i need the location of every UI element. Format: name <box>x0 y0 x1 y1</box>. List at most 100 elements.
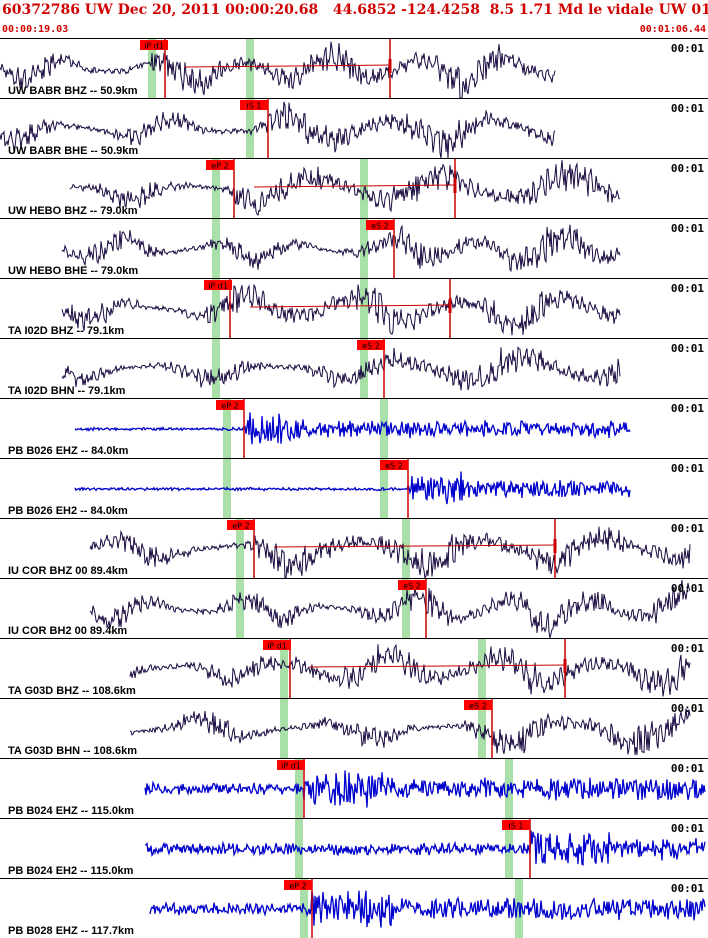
coda-end-marker <box>453 179 457 193</box>
pick-window-band <box>212 279 220 338</box>
pick-window-band <box>360 219 368 278</box>
trace-panel[interactable]: eS 2 00:01 TA G03D BHN -- 108.6km <box>0 698 708 758</box>
waveform-plot: eP 2 <box>69 159 620 218</box>
pick-label-text: iS 1 <box>509 822 524 831</box>
trace-panel[interactable]: iS 1 00:01 UW BABR BHE -- 50.9km <box>0 98 708 158</box>
waveform-trace <box>74 412 631 445</box>
trace-panel[interactable]: eP 2 00:01 UW HEBO BHZ -- 79.0km <box>0 158 708 218</box>
header: 60372786 UW Dec 20, 2011 00:00:20.68 44.… <box>0 0 708 38</box>
pick-label-text: iP d1 <box>144 42 164 51</box>
trace-panel[interactable]: iP d1 00:01 PB B024 EHZ -- 115.0km <box>0 758 708 818</box>
waveform-plot: eS 2 <box>74 459 631 518</box>
pick-window-band <box>360 279 368 338</box>
time-scale-label: 00:01 <box>670 702 704 715</box>
time-scale-label: 00:01 <box>670 342 704 355</box>
pick-label-text: eP 2 <box>232 522 249 531</box>
waveform-trace <box>61 224 621 273</box>
waveform-plot: iP d1 <box>61 279 621 338</box>
time-scale-label: 00:01 <box>670 522 704 535</box>
pick-label: eP 2 <box>227 520 255 531</box>
waveform-trace <box>61 345 621 391</box>
time-scale-label: 00:01 <box>670 642 704 655</box>
waveform-trace <box>144 770 706 808</box>
station-label: PB B026 EHZ -- 84.0km <box>8 445 129 457</box>
station-label: TA G03D BHZ -- 108.6km <box>8 685 136 697</box>
waveform-trace <box>0 41 556 98</box>
waveform-trace <box>89 579 691 638</box>
time-scale-label: 00:01 <box>670 162 704 175</box>
coda-duration-line <box>249 304 451 308</box>
waveform-plot: eP 2 <box>149 879 706 938</box>
pick-label-text: eS 2 <box>371 222 389 231</box>
pick-label-text: iS 1 <box>247 102 262 111</box>
pick-window-band <box>148 39 156 98</box>
coda-end-marker <box>553 539 557 553</box>
trace-panel[interactable]: eP 2 00:01 IU COR BHZ 00 89.4km <box>0 518 708 578</box>
trace-panel[interactable]: iS 1 00:01 PB B024 EH2 -- 115.0km <box>0 818 708 878</box>
waveform-plot: eS 2 <box>61 219 621 278</box>
waveform-plot: eS 2 <box>129 699 691 758</box>
time-scale-label: 00:01 <box>670 402 704 415</box>
pick-label: eP 2 <box>216 400 244 411</box>
waveform-plot: eS 2 <box>61 339 621 398</box>
waveform-trace <box>129 708 691 756</box>
time-scale-label: 00:01 <box>670 762 704 775</box>
pick-label: iP d1 <box>204 280 232 291</box>
station-label: PB B028 EHZ -- 117.7km <box>8 925 134 937</box>
pick-label-text: eS 2 <box>385 462 403 471</box>
waveform-trace <box>61 283 621 336</box>
pick-label-text: eP 2 <box>211 162 228 171</box>
waveform-plot: eP 2 <box>89 519 691 578</box>
waveform-trace <box>74 471 631 505</box>
station-label: PB B024 EH2 -- 115.0km <box>8 865 134 877</box>
waveform-plot: iP d1 <box>144 759 706 818</box>
coda-duration-line <box>253 184 456 188</box>
waveform-trace <box>69 160 620 216</box>
trace-panel[interactable]: eP 2 00:01 PB B028 EHZ -- 117.7km <box>0 878 708 938</box>
trace-panel[interactable]: iP d1 00:01 TA G03D BHZ -- 108.6km <box>0 638 708 698</box>
pick-window-band <box>380 399 388 458</box>
pick-window-band <box>212 159 220 218</box>
trace-panel[interactable]: eS 2 00:01 TA I02D BHN -- 79.1km <box>0 338 708 398</box>
pick-label: eP 2 <box>206 160 234 171</box>
time-scale-label: 00:01 <box>670 822 704 835</box>
station-label: PB B024 EHZ -- 115.0km <box>8 805 134 817</box>
pick-label-text: eS 2 <box>403 582 421 591</box>
time-scale-label: 00:01 <box>670 882 704 895</box>
time-scale-label: 00:01 <box>670 462 704 475</box>
trace-panel[interactable]: iP d1 00:01 TA I02D BHZ -- 79.1km <box>0 278 708 338</box>
station-label: UW BABR BHE -- 50.9km <box>8 145 139 157</box>
coda-duration-line <box>273 544 556 548</box>
pick-window-band <box>402 519 410 578</box>
start-time: 00:00:19.03 <box>2 24 69 35</box>
time-scale-label: 00:01 <box>670 282 704 295</box>
trace-panel[interactable]: eS 2 00:01 IU COR BH2 00 89.4km <box>0 578 708 638</box>
pick-label-text: eP 2 <box>289 882 306 891</box>
pick-label: eS 2 <box>398 580 426 591</box>
waveform-plot: iS 1 <box>0 99 556 158</box>
event-title: 60372786 UW Dec 20, 2011 00:00:20.68 44.… <box>2 2 708 18</box>
station-label: TA G03D BHN -- 108.6km <box>8 745 137 757</box>
trace-panel[interactable]: iP d1 00:01 UW BABR BHZ -- 50.9km <box>0 38 708 98</box>
coda-end-marker <box>388 59 392 73</box>
waveform-plot: iS 1 <box>144 819 706 878</box>
pick-label-text: iP d1 <box>208 282 228 291</box>
pick-label: iS 1 <box>240 100 268 111</box>
coda-end-marker <box>448 299 452 313</box>
station-label: IU COR BH2 00 89.4km <box>8 625 128 637</box>
trace-panel[interactable]: eS 2 00:01 PB B026 EH2 -- 84.0km <box>0 458 708 518</box>
pick-window-band <box>478 639 486 698</box>
pick-window-band <box>380 459 388 518</box>
waveform-trace <box>149 890 706 928</box>
waveform-plot: iP d1 <box>129 639 691 698</box>
pick-window-band <box>223 399 231 458</box>
station-label: TA I02D BHZ -- 79.1km <box>8 325 125 337</box>
pick-window-band <box>236 519 244 578</box>
pick-label: eP 2 <box>284 880 312 891</box>
waveform-trace <box>129 643 691 697</box>
station-label: UW HEBO BHE -- 79.0km <box>8 265 139 277</box>
pick-window-band <box>280 639 288 698</box>
time-scale-label: 00:01 <box>670 102 704 115</box>
trace-panel[interactable]: eS 2 00:01 UW HEBO BHE -- 79.0km <box>0 218 708 278</box>
trace-panel[interactable]: eP 2 00:01 PB B026 EHZ -- 84.0km <box>0 398 708 458</box>
